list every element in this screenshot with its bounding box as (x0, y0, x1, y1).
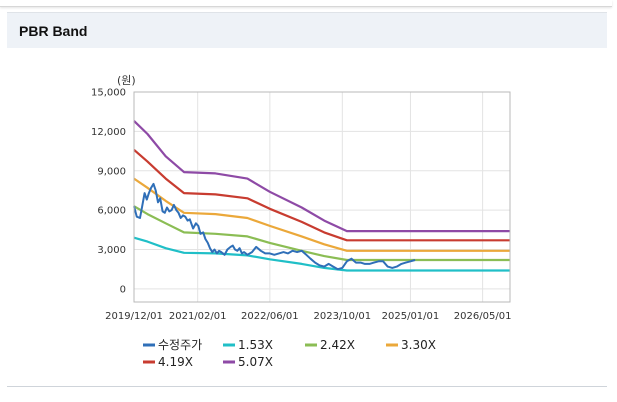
plot-frame (133, 91, 511, 303)
series-line (133, 236, 510, 272)
y-unit-label: (원) (117, 74, 136, 87)
x-tick-label: 2023/10/01 (313, 311, 371, 322)
legend-label: 수정주가 (158, 338, 202, 352)
y-tick-label: 9,000 (97, 166, 126, 177)
series-line (133, 120, 510, 233)
series-line (133, 148, 510, 242)
y-tick-label: 3,000 (97, 245, 126, 256)
series-line (133, 182, 416, 271)
top-divider (0, 0, 612, 7)
x-tick-label: 2026/05/01 (454, 311, 512, 322)
legend-label: 2.42X (320, 338, 355, 352)
panel-header: PBR Band (7, 13, 607, 48)
legend-label: 3.30X (401, 338, 436, 352)
x-tick-label: 2021/02/01 (169, 311, 227, 322)
y-tick-label: 0 (120, 284, 126, 295)
x-tick-label: 2025/01/01 (382, 311, 440, 322)
panel-title: PBR Band (19, 23, 88, 39)
series-line (133, 177, 510, 252)
legend-label: 1.53X (238, 338, 273, 352)
x-tick-label: 2019/12/01 (105, 311, 163, 322)
legend-label: 4.19X (158, 355, 193, 369)
x-tick-label: 2022/06/01 (241, 311, 299, 322)
y-tick-label: 6,000 (97, 206, 126, 217)
y-tick-label: 12,000 (91, 127, 126, 138)
legend-label: 5.07X (238, 355, 273, 369)
y-tick-label: 15,000 (91, 88, 126, 99)
